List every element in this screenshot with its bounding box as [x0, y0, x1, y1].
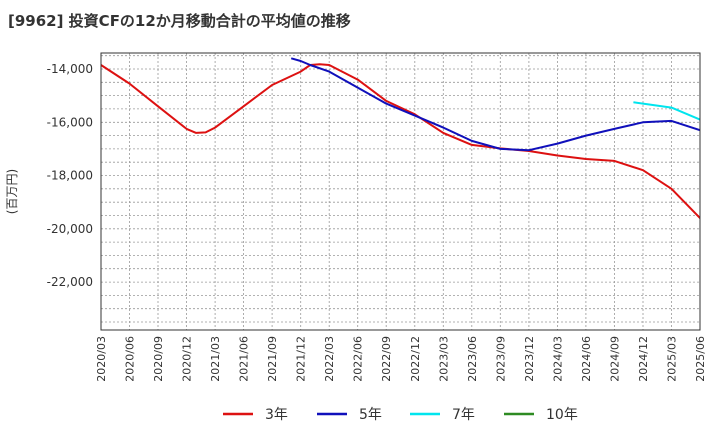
- x-tick-label-17: 2024/06: [580, 336, 593, 382]
- x-tick-label-9: 2022/06: [352, 336, 365, 382]
- legend: 3年 5年 7年 10年: [223, 407, 578, 423]
- y-tick-label-2: -18,000: [47, 169, 93, 183]
- legend-label-1: 5年: [359, 407, 382, 423]
- x-tick-label-5: 2021/06: [238, 336, 251, 382]
- x-tick-label-20: 2025/03: [665, 336, 678, 382]
- x-tick-label-4: 2021/03: [209, 336, 222, 382]
- x-tick-label-6: 2021/09: [266, 336, 279, 382]
- chart-title: [9962] 投資CFの12か月移動合計の平均値の推移: [8, 12, 351, 30]
- x-tick-label-14: 2023/09: [494, 336, 507, 382]
- x-tick-label-18: 2024/09: [608, 336, 621, 382]
- x-tick-label-8: 2022/03: [323, 336, 336, 382]
- y-tick-label-1: -16,000: [47, 115, 93, 129]
- series-layer: [101, 57, 700, 220]
- x-tick-label-10: 2022/09: [380, 336, 393, 382]
- y-tick-labels: -14,000 -16,000 -18,000 -20,000 -22,000: [47, 62, 93, 289]
- y-tick-label-4: -22,000: [47, 275, 93, 289]
- x-tick-labels: 2020/03 2020/06 2020/09 2020/12 2021/03 2021/…: [95, 336, 707, 382]
- x-tick-label-7: 2021/12: [295, 336, 308, 382]
- y-axis-label: (百万円): [5, 169, 19, 214]
- y-tick-label-0: -14,000: [47, 62, 93, 76]
- x-tick-label-16: 2024/03: [551, 336, 564, 382]
- series-line-2: [633, 101, 700, 121]
- x-tick-label-0: 2020/03: [95, 336, 108, 382]
- series-line-0: [101, 63, 700, 220]
- x-tick-label-3: 2020/12: [181, 336, 194, 382]
- x-tick-label-19: 2024/12: [637, 336, 650, 382]
- plot-frame: [100, 52, 701, 331]
- legend-label-0: 3年: [265, 407, 288, 423]
- x-tick-label-12: 2023/03: [437, 336, 450, 382]
- legend-label-2: 7年: [452, 407, 475, 423]
- y-tick-label-3: -20,000: [47, 222, 93, 236]
- x-tick-label-1: 2020/06: [124, 336, 137, 382]
- grid-layer: [100, 53, 701, 330]
- x-tick-label-15: 2023/12: [523, 336, 536, 382]
- series-line-1: [290, 57, 700, 152]
- x-tick-label-21: 2025/06: [694, 336, 707, 382]
- x-tick-label-11: 2022/12: [409, 336, 422, 382]
- x-tick-label-13: 2023/06: [466, 336, 479, 382]
- x-tick-label-2: 2020/09: [152, 336, 165, 382]
- legend-label-3: 10年: [546, 407, 578, 423]
